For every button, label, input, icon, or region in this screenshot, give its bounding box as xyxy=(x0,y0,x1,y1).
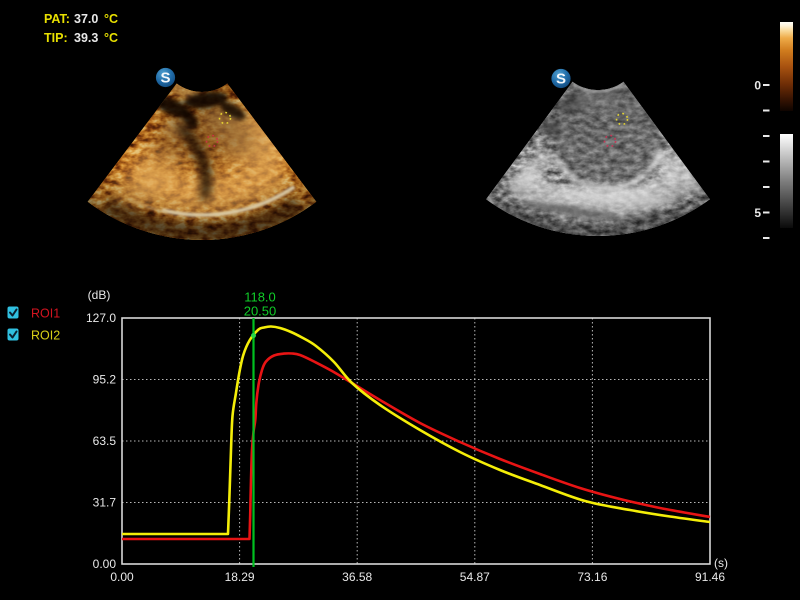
svg-text:ROI1: ROI1 xyxy=(31,307,60,321)
svg-text:36.58: 36.58 xyxy=(342,570,372,584)
svg-text:ROI2: ROI2 xyxy=(31,329,60,343)
svg-text:118.0: 118.0 xyxy=(244,290,276,305)
svg-text:18.29: 18.29 xyxy=(225,570,255,584)
svg-text:54.87: 54.87 xyxy=(460,570,490,584)
svg-text:(dB): (dB) xyxy=(88,288,111,302)
svg-text:63.5: 63.5 xyxy=(93,434,117,448)
svg-text:31.7: 31.7 xyxy=(93,496,117,510)
svg-text:S: S xyxy=(160,70,170,87)
svg-text:20.50: 20.50 xyxy=(244,304,277,319)
svg-text:5: 5 xyxy=(754,206,761,220)
svg-text:127.0: 127.0 xyxy=(86,311,116,325)
svg-text:73.16: 73.16 xyxy=(577,570,607,584)
svg-text:0.00: 0.00 xyxy=(93,557,117,571)
svg-text:TIP:39.3°C: TIP: 39.3 °C xyxy=(44,31,118,45)
svg-text:95.2: 95.2 xyxy=(93,373,117,387)
svg-text:(s): (s) xyxy=(714,556,728,570)
svg-text:0.00: 0.00 xyxy=(110,570,134,584)
svg-text:PAT:37.0°C: PAT: 37.0 °C xyxy=(44,12,118,26)
svg-text:0: 0 xyxy=(754,79,761,93)
svg-text:S: S xyxy=(556,71,566,88)
svg-text:91.46: 91.46 xyxy=(695,570,725,584)
